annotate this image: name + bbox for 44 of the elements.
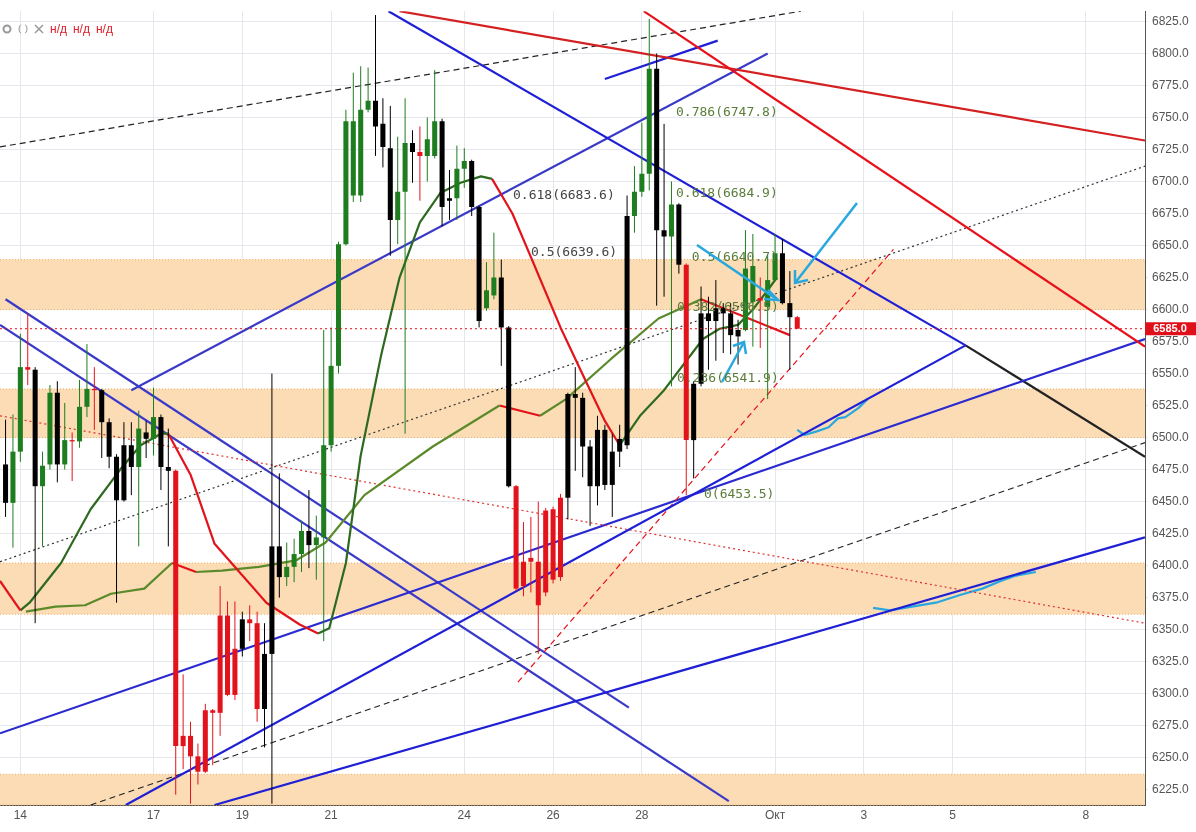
y-tick-label: 6350.0 (1152, 621, 1190, 636)
y-tick-label: 6450.0 (1152, 493, 1190, 508)
x-tick-label: 14 (13, 807, 28, 822)
x-tick-label: 17 (146, 807, 161, 822)
y-tick-label: 6275.0 (1152, 717, 1190, 732)
x-tick-label: 3 (860, 807, 868, 822)
annotation: 0.5(6639.6) (531, 244, 618, 259)
y-tick-label: 6700.0 (1152, 173, 1190, 188)
x-tick-label: 5 (949, 807, 957, 822)
y-tick-label: 6400.0 (1152, 557, 1190, 572)
y-tick-label: 6575.0 (1152, 333, 1190, 348)
y-tick-label: 6650.0 (1152, 237, 1190, 252)
annotation: 0.786(6747.8) (676, 104, 778, 119)
annotation: 0.618(6683.6) (513, 187, 615, 202)
y-tick-label: 6250.0 (1152, 749, 1190, 764)
y-tick-label: 6375.0 (1152, 589, 1190, 604)
y-tick-label: 6725.0 (1152, 141, 1190, 156)
y-tick-label: 6675.0 (1152, 205, 1190, 220)
x-tick-label: 28 (635, 807, 649, 822)
y-tick-label: 6325.0 (1152, 653, 1190, 668)
y-tick-label: 6225.0 (1152, 781, 1190, 796)
x-tick-label: 24 (457, 807, 472, 822)
y-tick-label: 6825.0 (1152, 13, 1190, 28)
x-tick-label: 26 (546, 807, 561, 822)
y-tick-label: 6300.0 (1152, 685, 1190, 700)
y-tick-label: 6800.0 (1152, 45, 1190, 60)
y-tick-label: 6525.0 (1152, 397, 1190, 412)
annotation: н/д (72, 22, 90, 36)
y-tick-label: 6425.0 (1152, 525, 1190, 540)
y-tick-label: 6750.0 (1152, 109, 1190, 124)
y-tick-label: 6500.0 (1152, 429, 1190, 444)
x-tick-label: 8 (1082, 807, 1090, 822)
y-tick-label: 6775.0 (1152, 77, 1190, 92)
y-tick-label: 6625.0 (1152, 269, 1190, 284)
annotation: н/д (95, 22, 113, 36)
annotation: 0(6453.5) (704, 486, 775, 501)
x-tick-label: 19 (235, 807, 250, 822)
annotation: н/д (50, 22, 67, 36)
y-tick-label: 6550.0 (1152, 365, 1190, 380)
y-tick-label: 6475.0 (1152, 461, 1190, 476)
ref-line-label: 6585.0 (1153, 321, 1187, 334)
y-tick-label: 6600.0 (1152, 301, 1190, 316)
x-tick-label: Окт (764, 807, 786, 822)
x-tick-label: 21 (324, 807, 339, 822)
